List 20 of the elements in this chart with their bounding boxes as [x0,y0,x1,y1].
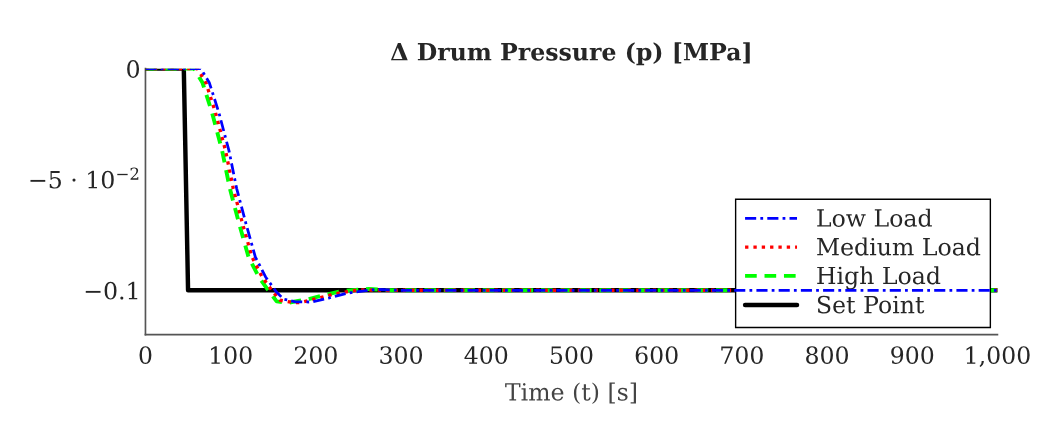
x-tick-label: 600 [635,346,678,365]
y-tick-label: 0 [127,60,140,78]
x-tick-label: 800 [806,346,849,365]
x-tick-label: 100 [211,346,252,365]
x-tick-label: 700 [721,346,763,365]
y-tick-label: −0.1 [85,281,138,300]
x-tick-label: 500 [550,346,593,365]
y-tick-label: −5 · 10$^{−2}$ [30,167,139,189]
x-axis-title: Time (t) [s] [505,382,636,405]
chart-title: Δ Drum Pressure (p) [MPa] [390,42,750,66]
x-tick-label: 0 [139,346,152,365]
x-tick-label: 300 [380,346,423,365]
x-tick-label: 400 [464,346,508,365]
legend-label: Set Point [817,295,925,314]
legend-label: Low Load [817,208,932,227]
x-tick-label: 200 [294,346,337,365]
legend-label: High Load [817,266,941,290]
x-tick-label: 900 [891,346,934,365]
legend-label: Medium Load [817,237,981,256]
x-tick-label: 1,000 [966,346,1030,367]
